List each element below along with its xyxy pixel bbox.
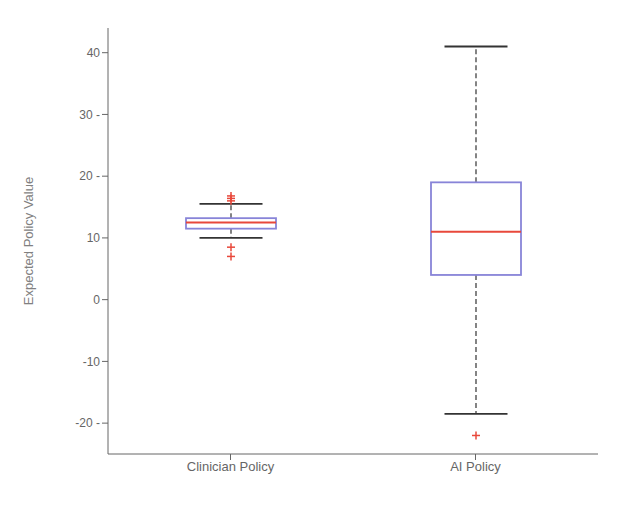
svg-text:-10: -10: [83, 355, 101, 369]
svg-text:AI Policy: AI Policy: [450, 459, 501, 474]
svg-text:30 -: 30 -: [79, 108, 100, 122]
svg-text:40: 40: [87, 46, 101, 60]
svg-text:Expected Policy Value: Expected Policy Value: [21, 177, 36, 305]
svg-text:10: 10: [87, 231, 101, 245]
svg-text:0: 0: [93, 293, 100, 307]
svg-text:Clinician Policy: Clinician Policy: [187, 459, 275, 474]
svg-text:-20 -: -20 -: [75, 416, 100, 430]
svg-text:20 -: 20 -: [79, 169, 100, 183]
